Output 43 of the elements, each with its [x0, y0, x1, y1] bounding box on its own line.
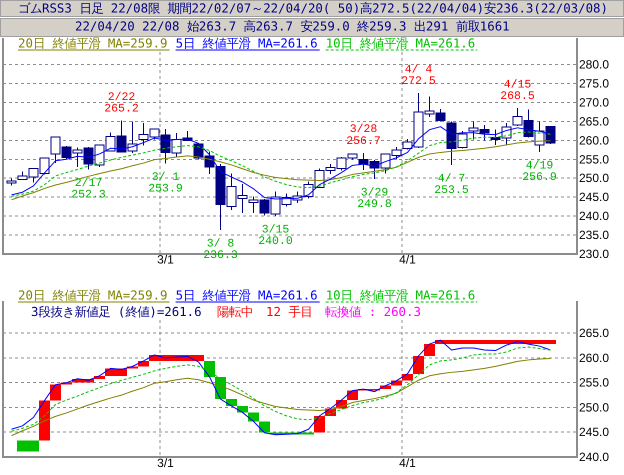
annotation: 12 手目: [266, 304, 312, 319]
annotation: 4/ 7 253.5: [434, 172, 469, 198]
y-tick-label: 260.0: [579, 133, 610, 148]
annotation: 3/15 240.0: [258, 224, 293, 248]
y-tick-label: 245.0: [579, 425, 610, 440]
text: 10日 終値平滑 MA=261.6: [326, 35, 476, 50]
y-tick-label: 245.0: [579, 190, 610, 204]
annotation: 3/29 249.8: [357, 186, 392, 212]
y-tick-label: 230.0: [579, 247, 610, 261]
y-tick-label: 265.0: [579, 326, 610, 340]
annotation: 4/ 4 272.5: [401, 63, 436, 88]
annotation: 転換値 : 260.3: [325, 304, 421, 319]
y-tick-label: 260.0: [579, 350, 610, 365]
text: 5日 終値平滑 MA=261.6: [176, 35, 318, 50]
y-tick-label: 265.0: [579, 114, 610, 128]
x-tick-label: 3/1: [157, 456, 174, 470]
y-tick-label: 240.0: [579, 450, 610, 464]
y-tick-label: 235.0: [579, 228, 610, 242]
text: 20日 終値平滑 MA=259.9: [18, 35, 168, 50]
text: 5日 終値平滑 MA=261.6: [176, 287, 318, 302]
x-tick-label: 4/1: [399, 456, 416, 470]
annotation: 4/19 256.9: [522, 160, 557, 184]
x-tick-label: 3/1: [157, 252, 174, 266]
x-tick-label: 4/1: [399, 252, 416, 266]
annotation: 3/28 256.7: [346, 123, 381, 148]
chart-subtitle: 22/04/20 22/08 始263.7 高263.7 安259.0 終259.3 出291 前取1661: [75, 18, 510, 34]
y-tick-label: 280.0: [579, 58, 610, 72]
y-tick-label: 255.0: [579, 376, 610, 390]
y-tick-label: 255.0: [579, 152, 610, 166]
y-tick-label: 250.0: [579, 171, 610, 186]
y-tick-label: 240.0: [579, 209, 610, 224]
chart-title: 3段抜き新値足 (終値)=261.6: [31, 304, 202, 319]
annotation: 2/17 252.3: [71, 176, 106, 202]
y-tick-label: 270.0: [579, 95, 610, 110]
y-tick-label: 275.0: [579, 76, 610, 90]
annotation: 4/15 268.5: [500, 78, 535, 104]
annotation: 3/ 8 236.3: [203, 238, 238, 262]
annotation: 3/ 1 253.9: [148, 170, 183, 196]
y-tick-label: 250.0: [579, 400, 610, 414]
annotation: 陽転中: [216, 304, 253, 319]
text: 10日 終値平滑 MA=261.6: [326, 287, 476, 302]
text: 20日 終値平滑 MA=259.9: [18, 287, 168, 302]
annotation: 2/22 265.2: [104, 91, 139, 116]
